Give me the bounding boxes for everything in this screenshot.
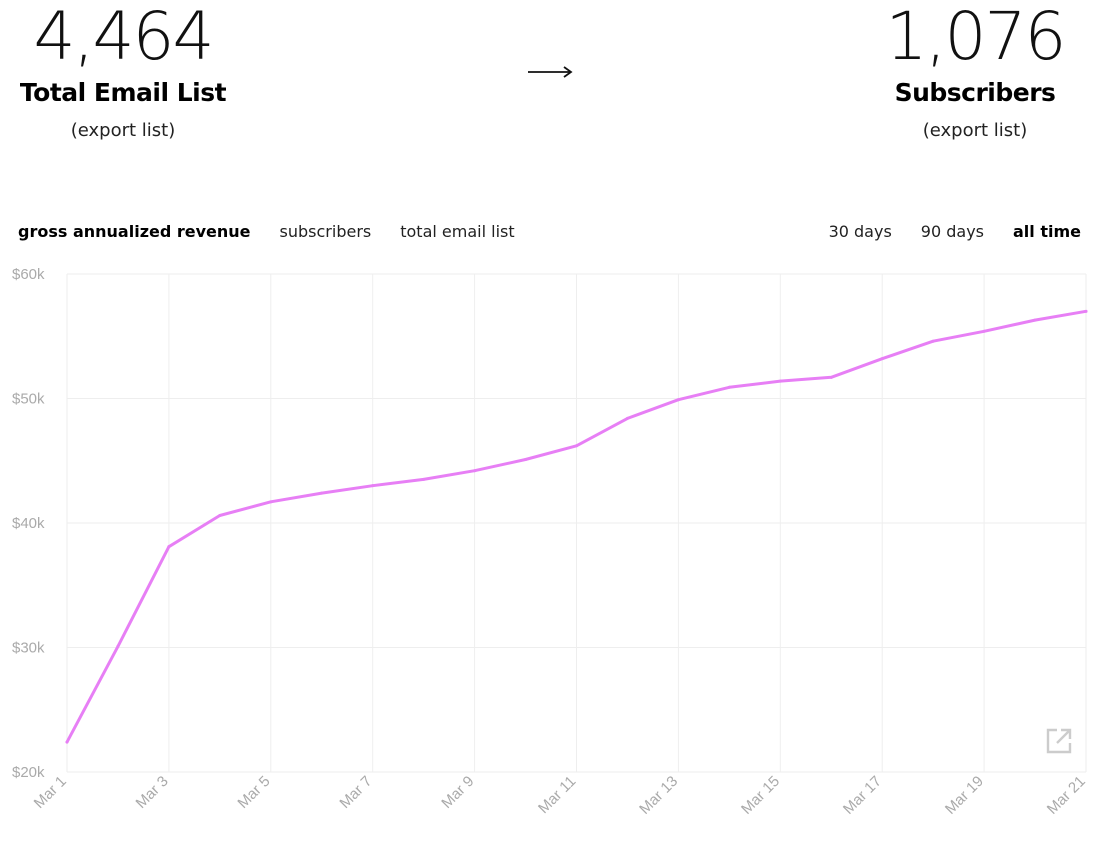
data-point: [676, 398, 680, 402]
data-point: [931, 339, 935, 343]
series-layer: [65, 309, 1088, 744]
tab-subscribers[interactable]: subscribers: [279, 222, 372, 241]
x-tick-label: Mar 13: [636, 773, 681, 818]
subscribers-value: 1,076: [885, 0, 1067, 75]
data-point: [116, 644, 120, 648]
y-tick-label: $30k: [12, 640, 45, 657]
chart-grid: [66, 273, 1087, 773]
revenue-line-chart: $20k$30k$40k$50k$60k Mar 1 Mar 3 Mar 5 Mar …: [12, 266, 1089, 818]
range-tabs: 30 days 90 days all time: [800, 220, 1081, 244]
data-point: [625, 416, 629, 420]
data-point: [1084, 309, 1088, 313]
y-tick-label: $40k: [12, 515, 45, 532]
subscribers-stat: 1,076 Subscribers (export list): [878, 2, 1072, 144]
export-email-list-link[interactable]: (export list): [70, 120, 176, 141]
data-point: [473, 469, 477, 473]
x-tick-label: Mar 19: [942, 773, 987, 818]
y-axis-ticks: $20k $30k $40k $50k $60k: [12, 266, 45, 781]
range-30-days[interactable]: 30 days: [828, 222, 892, 241]
data-point: [65, 740, 69, 744]
data-point: [829, 375, 833, 379]
x-tick-label: Mar 15: [738, 773, 783, 818]
y-tick-label: $50k: [12, 391, 45, 408]
tab-total-email-list[interactable]: total email list: [400, 222, 515, 241]
data-point: [982, 329, 986, 333]
data-point: [524, 458, 528, 462]
data-point: [167, 545, 171, 549]
data-point: [880, 357, 884, 361]
range-90-days[interactable]: 90 days: [920, 222, 984, 241]
total-email-list-label: Total Email List: [19, 78, 227, 107]
y-tick-label: $20k: [12, 764, 45, 781]
total-email-list-value: 4,464: [33, 0, 215, 75]
data-point: [269, 500, 273, 504]
data-point: [422, 477, 426, 481]
data-point: [1033, 318, 1037, 322]
external-link-icon[interactable]: [1045, 727, 1073, 755]
data-point: [371, 484, 375, 488]
x-axis-ticks: Mar 1 Mar 3 Mar 5 Mar 7 Mar 9 Mar 11 Mar 13 Mar…: [31, 773, 1089, 818]
data-point: [727, 385, 731, 389]
data-point: [778, 379, 782, 383]
tab-gross-annualized-revenue[interactable]: gross annualized revenue: [18, 222, 251, 241]
export-subscribers-link[interactable]: (export list): [922, 120, 1028, 141]
range-all-time[interactable]: all time: [1013, 222, 1081, 241]
x-tick-label: Mar 3: [133, 773, 172, 812]
x-tick-label: Mar 17: [840, 773, 885, 818]
data-point: [320, 491, 324, 495]
x-tick-label: Mar 5: [234, 773, 273, 812]
y-tick-label: $60k: [12, 266, 45, 283]
x-tick-label: Mar 9: [438, 773, 477, 812]
metric-tabs: gross annualized revenue subscribers tot…: [18, 220, 544, 244]
subscribers-label: Subscribers: [894, 78, 1056, 107]
long-right-arrow-icon: [528, 66, 573, 78]
data-point: [575, 444, 578, 448]
total-email-list-stat: 4,464 Total Email List (export list): [12, 2, 234, 144]
x-tick-label: Mar 21: [1044, 773, 1089, 818]
x-tick-label: Mar 11: [535, 773, 579, 817]
x-tick-label: Mar 7: [336, 773, 375, 812]
data-point: [218, 514, 222, 518]
